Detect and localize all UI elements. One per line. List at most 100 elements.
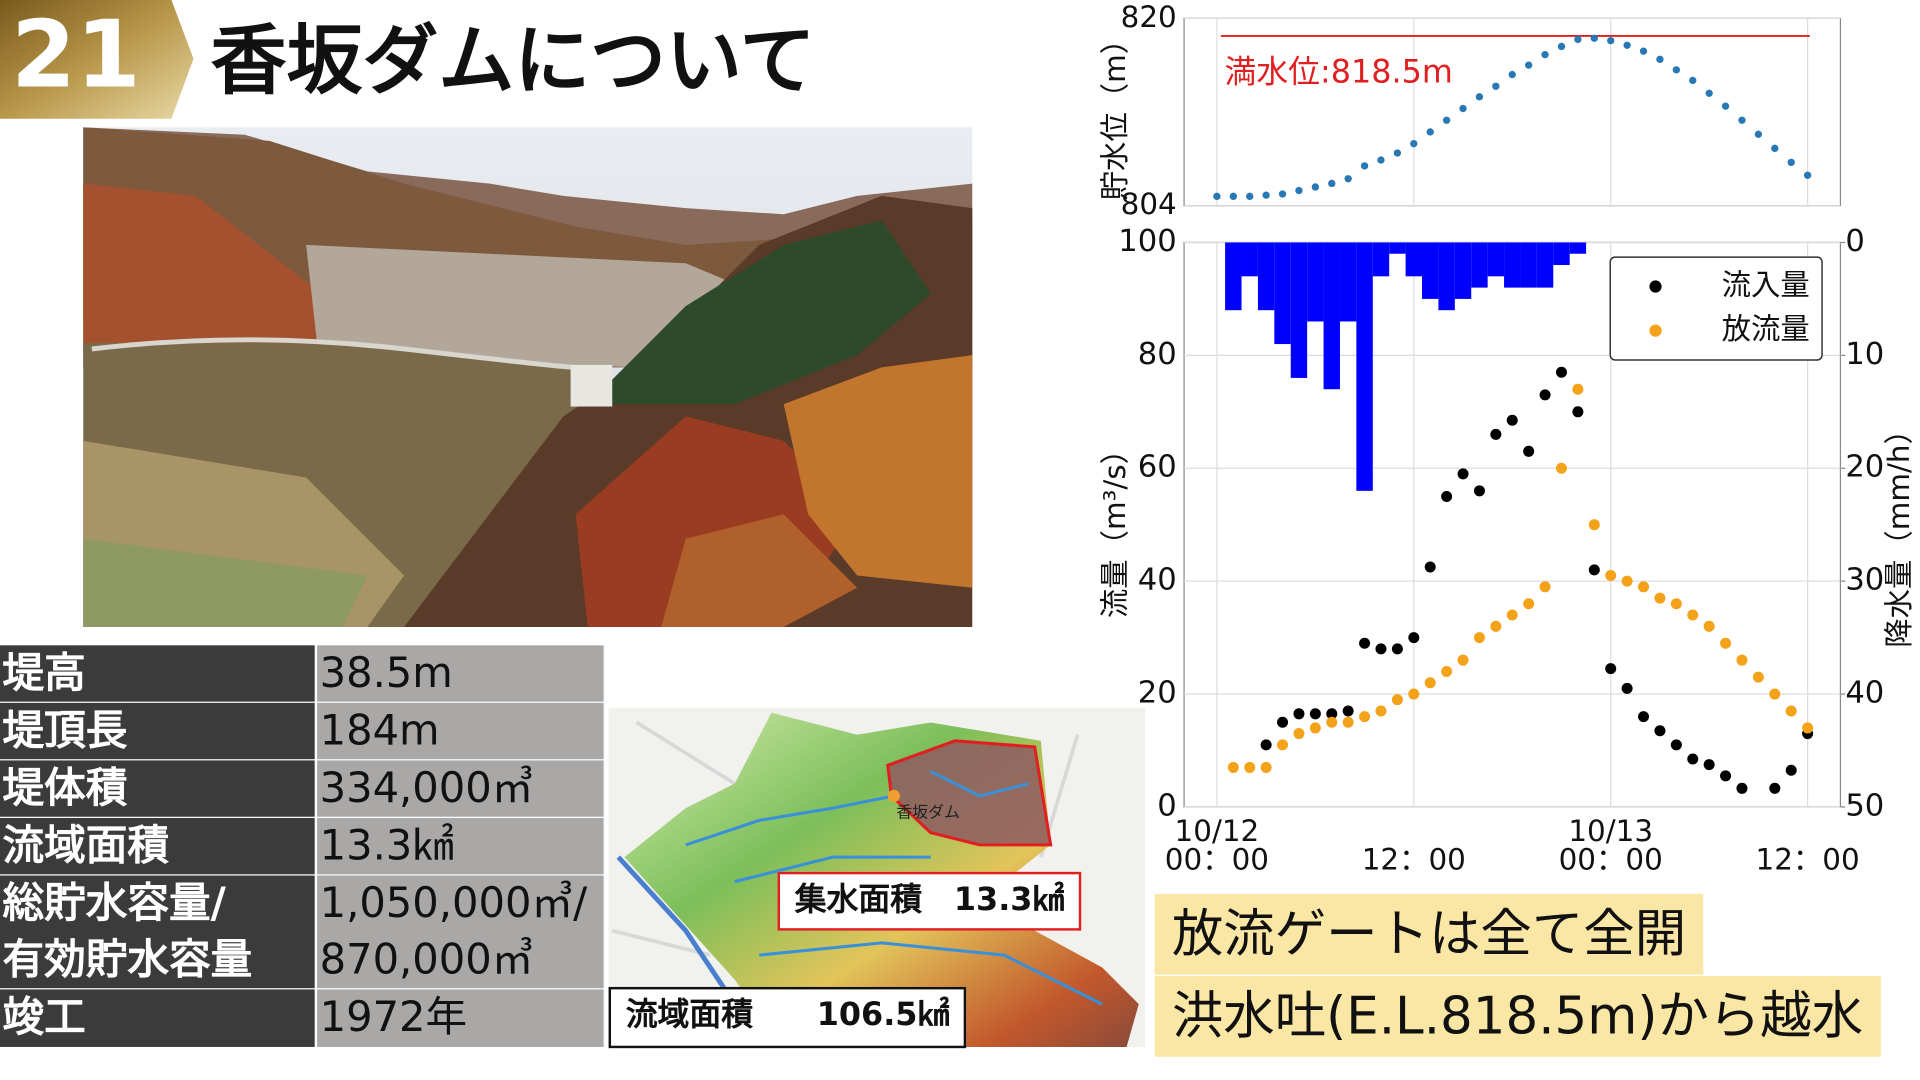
- flow-point: [1506, 414, 1518, 426]
- level-point: [1721, 102, 1730, 110]
- flow-point: [1441, 490, 1453, 502]
- rain-bar: [1504, 242, 1521, 288]
- table-value: 1,050,000㎥/ 870,000㎥: [317, 875, 604, 989]
- rain-bar: [1274, 242, 1291, 345]
- flow-point: [1769, 688, 1781, 700]
- rain-bar: [1356, 242, 1373, 491]
- flow-point: [1293, 708, 1305, 720]
- rain-bar: [1438, 242, 1455, 311]
- rain-bar: [1520, 242, 1537, 288]
- level-point: [1410, 139, 1418, 148]
- flow-point: [1785, 764, 1797, 776]
- x-tick-label: 10/13 00：00: [1558, 814, 1663, 877]
- flow-point: [1391, 694, 1403, 706]
- level-point: [1557, 42, 1566, 51]
- rain-bar: [1290, 242, 1308, 378]
- table-key: 堤体積: [0, 760, 315, 817]
- flow-point: [1391, 643, 1403, 655]
- flow-point: [1342, 716, 1354, 728]
- flow-point: [1802, 722, 1814, 734]
- flow-point: [1588, 564, 1600, 576]
- level-point: [1754, 130, 1763, 138]
- rain-bar: [1323, 242, 1340, 390]
- flow-point: [1309, 722, 1321, 734]
- y2-tick-label: 30: [1845, 563, 1884, 598]
- flow-point: [1457, 468, 1469, 480]
- level-point: [1590, 34, 1598, 42]
- y2-tick-label: 40: [1845, 676, 1884, 711]
- rain-bar: [1422, 242, 1439, 299]
- table-value: 1972年: [317, 989, 604, 1047]
- flow-point: [1375, 705, 1387, 717]
- flow-point: [1473, 485, 1485, 497]
- y-tick-label: 20: [1138, 676, 1177, 711]
- flow-point: [1260, 761, 1272, 773]
- flow-point: [1539, 389, 1551, 401]
- table-key: 堤頂長: [0, 702, 315, 760]
- flow-point: [1490, 620, 1502, 632]
- y-tick-label: 804: [1121, 187, 1177, 221]
- level-point: [1377, 156, 1385, 164]
- flow-point: [1621, 682, 1633, 694]
- flow-point: [1785, 705, 1797, 717]
- x-tick-label: 12：00: [1755, 842, 1860, 877]
- flow-point: [1638, 581, 1650, 593]
- rain-bar: [1225, 242, 1242, 311]
- badge: [0, 0, 194, 119]
- level-point: [1639, 47, 1648, 55]
- level-point: [1672, 66, 1681, 74]
- level-point: [1262, 191, 1270, 199]
- level-point: [1459, 104, 1467, 113]
- flow-point: [1506, 609, 1518, 621]
- legend-marker: [1649, 324, 1662, 337]
- flow-point: [1359, 711, 1371, 723]
- flow-point: [1227, 761, 1239, 773]
- flow-point: [1277, 739, 1289, 751]
- level-point: [1541, 50, 1549, 59]
- level-point: [1705, 89, 1713, 97]
- rain-bar: [1471, 242, 1488, 288]
- rain-bar: [1307, 242, 1324, 322]
- slide-number: 21: [11, 1, 140, 109]
- catchment-callout: 集水面積 13.3㎢: [777, 871, 1082, 931]
- table-key: 竣工: [0, 989, 315, 1047]
- flow-point: [1473, 632, 1485, 644]
- rain-bar: [1339, 242, 1357, 322]
- level-point: [1771, 144, 1779, 153]
- level-point: [1803, 171, 1812, 179]
- flow-point: [1424, 677, 1436, 689]
- flow-point: [1687, 609, 1699, 621]
- flow-point: [1326, 716, 1338, 728]
- flow-point: [1752, 671, 1764, 683]
- y-tick-label: 100: [1118, 224, 1176, 259]
- level-point: [1607, 36, 1615, 45]
- flow-point: [1588, 519, 1600, 531]
- level-point: [1213, 192, 1221, 201]
- flow-point: [1244, 761, 1256, 773]
- level-point: [1787, 158, 1795, 167]
- flow-point: [1736, 782, 1748, 794]
- flow-point: [1720, 770, 1732, 782]
- y-axis-label: 流量（m³/s）: [1098, 435, 1132, 618]
- y-axis-label: 貯水位（m）: [1098, 25, 1132, 201]
- note: 洪水吐(E.L.818.5m)から越水: [1154, 975, 1881, 1057]
- table-key: 堤高: [0, 645, 315, 702]
- level-point: [1689, 76, 1697, 85]
- flow-point: [1309, 708, 1321, 720]
- flow-point: [1408, 688, 1420, 700]
- flow-point: [1621, 575, 1633, 587]
- y-tick-label: 40: [1138, 563, 1177, 598]
- slide-title: 香坂ダムについて: [211, 17, 816, 105]
- flow-point: [1572, 383, 1584, 395]
- flow-point: [1638, 711, 1650, 723]
- table-value: 38.5m: [317, 645, 604, 702]
- legend-box: [1609, 256, 1823, 361]
- flow-point: [1490, 428, 1502, 440]
- basin-callout: 流域面積 106.5㎢: [608, 986, 967, 1049]
- legend-marker: [1649, 280, 1662, 293]
- rain-bar: [1569, 242, 1587, 254]
- flow-point: [1441, 665, 1453, 677]
- flow-point: [1605, 569, 1617, 582]
- table-value: 334,000㎥: [317, 760, 604, 817]
